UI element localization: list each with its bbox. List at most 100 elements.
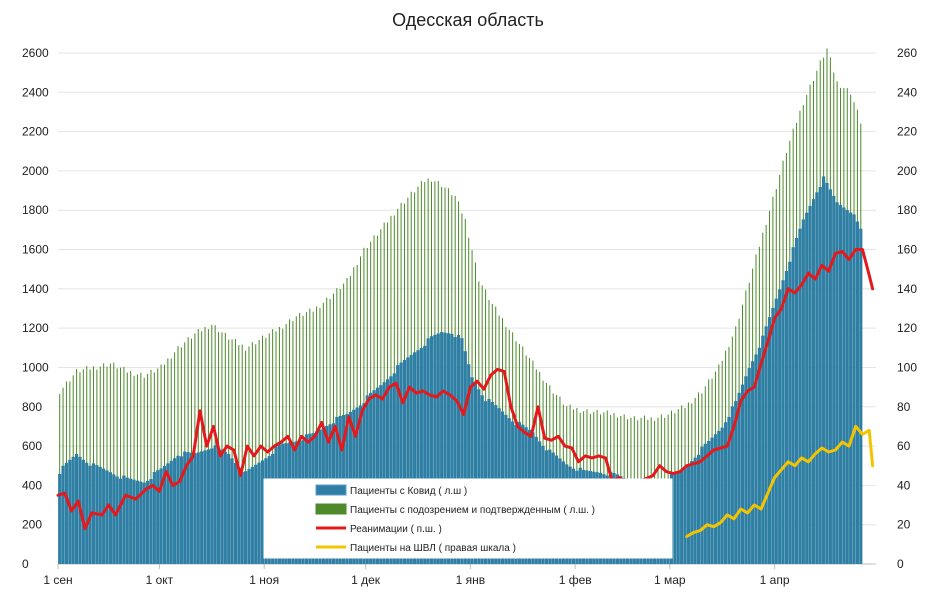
suspected-bar [207, 329, 209, 564]
covid-bar [389, 376, 393, 564]
covid-bar [85, 462, 89, 564]
covid-bar [369, 392, 373, 564]
left-tick-label: 800 [22, 400, 42, 414]
covid-bar [250, 466, 254, 564]
covid-bar [139, 481, 143, 564]
legend-label: Реанимации ( п.ш. ) [350, 524, 442, 535]
covid-bar [156, 470, 160, 564]
covid-bar [200, 451, 204, 564]
line-series [56, 248, 875, 538]
ventilator-line [685, 424, 875, 538]
left-tick-label: 2400 [22, 85, 49, 99]
covid-bar [58, 473, 62, 564]
suspected-bar [167, 358, 169, 564]
covid-bar [828, 189, 832, 564]
x-tick-label: 1 фев [559, 573, 592, 587]
legend-box [263, 478, 673, 559]
suspected-bar [238, 345, 240, 564]
covid-bar [835, 202, 839, 564]
left-tick-label: 2200 [22, 125, 49, 139]
covid-bar [717, 430, 721, 564]
right-tick-label: 60 [897, 439, 911, 453]
covid-bar [757, 347, 761, 564]
suspected-bar [221, 332, 223, 564]
covid-bar [855, 221, 859, 564]
suspected-bar [177, 346, 179, 564]
covid-bar [237, 467, 241, 564]
left-tick-label: 0 [22, 557, 29, 571]
covid-bar [68, 459, 72, 564]
covid-bar [788, 261, 792, 564]
covid-bar [162, 465, 167, 564]
suspected-bar [153, 372, 155, 564]
covid-bar [102, 468, 106, 564]
x-tick-label: 1 дек [351, 573, 381, 587]
covid-bar [747, 368, 751, 564]
covid-bar [723, 422, 728, 564]
x-tick-label: 1 ноя [249, 573, 279, 587]
x-tick-label: 1 мар [654, 573, 686, 587]
suspected-bar [191, 338, 193, 564]
covid-bar [473, 383, 478, 564]
legend-label: Пациенты с подозрением и подтвержденным … [350, 505, 595, 516]
covid-bar [771, 307, 775, 564]
covid-bar [254, 464, 258, 564]
covid-bar [223, 451, 227, 564]
covid-bar [842, 207, 846, 564]
legend-label: Пациенты с Ковид ( л.ш ) [350, 486, 467, 497]
covid-bar [433, 334, 437, 564]
right-tick-label: 240 [897, 85, 917, 99]
covid-bar [166, 463, 170, 564]
covid-bar [676, 471, 680, 564]
suspected-bar [231, 339, 233, 564]
covid-bar [680, 471, 684, 564]
suspected-bar [174, 352, 176, 564]
suspected-bar [130, 370, 132, 564]
suspected-bar [99, 366, 101, 564]
covid-bar [399, 362, 403, 564]
suspected-bar [136, 374, 138, 564]
covid-bar [429, 336, 434, 564]
suspected-bar [150, 369, 152, 564]
covid-bar [690, 461, 694, 564]
covid-bar [75, 453, 79, 564]
suspected-bar [248, 346, 250, 564]
left-tick-label: 1000 [22, 360, 49, 374]
covid-bar [686, 464, 690, 564]
x-tick-label: 1 окт [146, 573, 174, 587]
suspected-bar [187, 337, 189, 564]
covid-bar [734, 401, 738, 564]
right-tick-label: 200 [897, 164, 917, 178]
left-tick-label: 1200 [22, 321, 49, 335]
covid-bar [467, 364, 471, 564]
covid-bar [700, 446, 704, 564]
right-tick-label: 220 [897, 125, 917, 139]
suspected-bar [123, 366, 125, 564]
covid-bar [727, 416, 731, 564]
covid-bar [808, 205, 812, 564]
suspected-bar [241, 344, 243, 564]
left-axis-ticks: 0 200 400 600 800 1000 1200 1400 1600 1800 2000 220… [22, 46, 49, 571]
suspected-bar [113, 362, 115, 564]
covid-bar [825, 182, 829, 564]
covid-bar [125, 477, 129, 564]
covid-bar [206, 449, 211, 564]
covid-bar [852, 214, 856, 564]
covid-bar [419, 348, 423, 564]
covid-bar [176, 455, 180, 564]
x-tick-label: 1 янв [456, 573, 486, 587]
covid-bar [105, 470, 109, 564]
suspected-bar [214, 325, 216, 564]
covid-bar [186, 452, 190, 564]
suspected-bar [180, 347, 182, 564]
right-axis-ticks: 0 20 40 60 80 100 120 140 160 180 200 220 240 260 [897, 46, 917, 571]
suspected-bar [140, 372, 142, 564]
covid-bar [142, 482, 146, 564]
covid-bar [392, 373, 396, 564]
covid-bar [230, 458, 234, 564]
covid-bar [822, 176, 826, 564]
right-tick-label: 80 [897, 400, 911, 414]
covid-bar [838, 204, 843, 564]
covid-bar [849, 212, 853, 564]
covid-bar [406, 357, 410, 564]
